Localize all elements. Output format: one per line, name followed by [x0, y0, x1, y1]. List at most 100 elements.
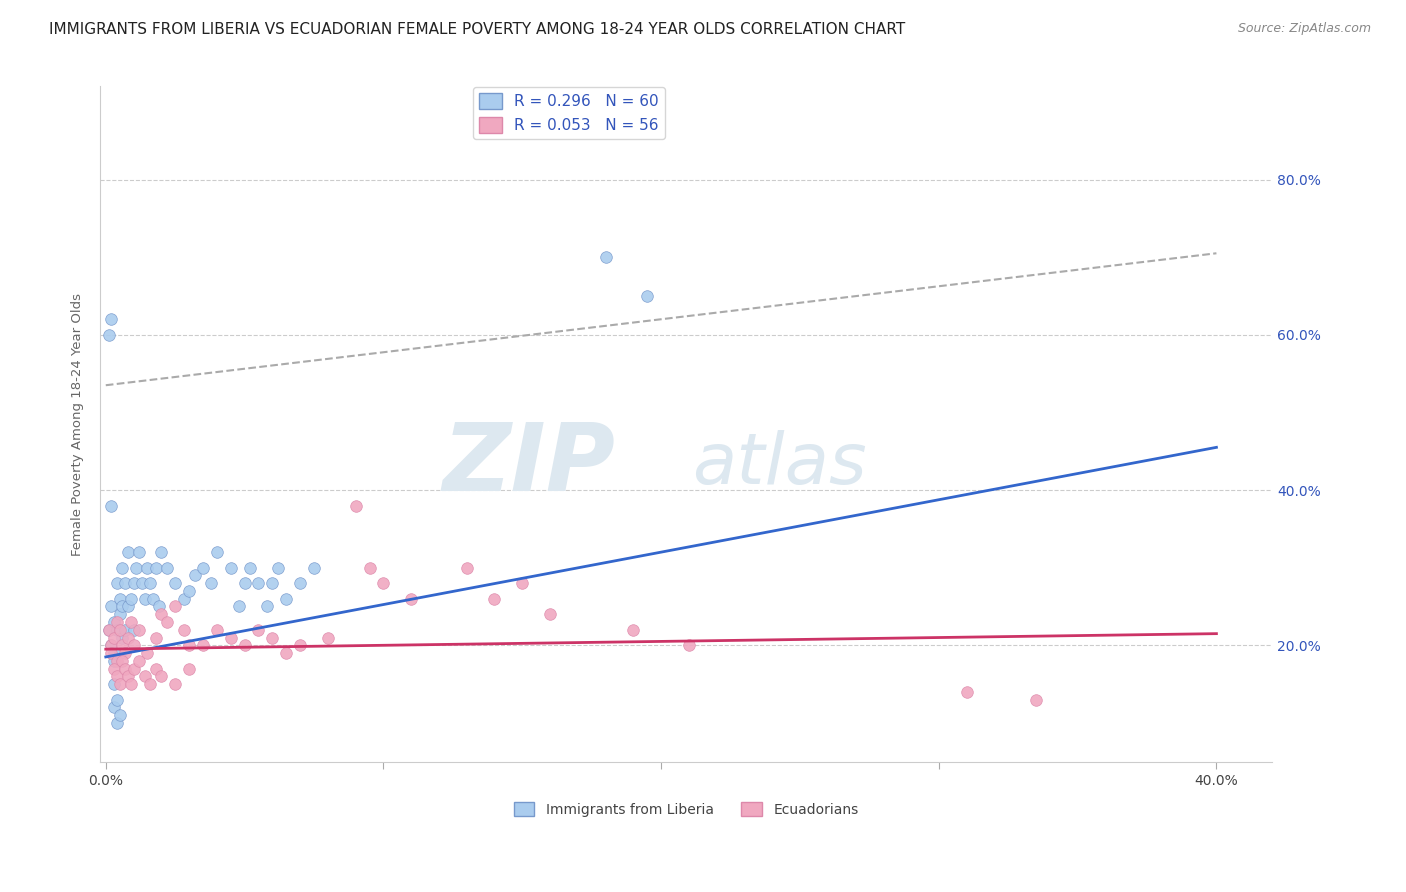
Point: [955, 685, 977, 699]
Point: [678, 638, 700, 652]
Point: [103, 662, 125, 676]
Point: [117, 599, 139, 614]
Point: [108, 591, 131, 606]
Point: [267, 560, 290, 574]
Point: [145, 560, 167, 574]
Point: [100, 599, 122, 614]
Point: [111, 599, 134, 614]
Point: [108, 708, 131, 723]
Point: [120, 615, 142, 629]
Point: [247, 576, 270, 591]
Point: [117, 545, 139, 559]
Point: [344, 499, 367, 513]
Point: [276, 646, 298, 660]
Point: [288, 576, 311, 591]
Point: [108, 677, 131, 691]
Text: ZIP: ZIP: [443, 418, 616, 510]
Point: [97, 623, 120, 637]
Point: [595, 250, 617, 264]
Point: [276, 591, 298, 606]
Point: [302, 560, 325, 574]
Point: [399, 591, 422, 606]
Y-axis label: Female Poverty Among 18-24 Year Olds: Female Poverty Among 18-24 Year Olds: [72, 293, 84, 556]
Point: [373, 576, 395, 591]
Point: [114, 646, 136, 660]
Point: [103, 677, 125, 691]
Point: [142, 591, 165, 606]
Point: [139, 576, 162, 591]
Point: [134, 591, 156, 606]
Point: [136, 560, 159, 574]
Point: [256, 599, 278, 614]
Point: [165, 576, 187, 591]
Point: [165, 599, 187, 614]
Point: [233, 576, 256, 591]
Point: [191, 638, 214, 652]
Point: [205, 623, 228, 637]
Point: [125, 560, 148, 574]
Point: [103, 700, 125, 714]
Point: [134, 669, 156, 683]
Text: Source: ZipAtlas.com: Source: ZipAtlas.com: [1237, 22, 1371, 36]
Point: [111, 654, 134, 668]
Point: [150, 545, 173, 559]
Point: [114, 576, 136, 591]
Point: [191, 560, 214, 574]
Point: [484, 591, 506, 606]
Point: [262, 631, 284, 645]
Point: [103, 615, 125, 629]
Point: [111, 560, 134, 574]
Point: [510, 576, 533, 591]
Point: [103, 631, 125, 645]
Point: [177, 584, 200, 599]
Point: [122, 662, 145, 676]
Point: [173, 623, 195, 637]
Point: [117, 669, 139, 683]
Point: [128, 654, 150, 668]
Legend: Immigrants from Liberia, Ecuadorians: Immigrants from Liberia, Ecuadorians: [508, 797, 865, 822]
Point: [111, 631, 134, 645]
Point: [621, 623, 644, 637]
Point: [136, 646, 159, 660]
Point: [200, 576, 222, 591]
Point: [156, 560, 179, 574]
Point: [139, 677, 162, 691]
Point: [117, 631, 139, 645]
Point: [100, 499, 122, 513]
Point: [105, 623, 128, 637]
Point: [145, 662, 167, 676]
Point: [150, 607, 173, 622]
Point: [359, 560, 381, 574]
Point: [173, 591, 195, 606]
Point: [156, 615, 179, 629]
Point: [100, 646, 122, 660]
Point: [114, 662, 136, 676]
Point: [108, 623, 131, 637]
Point: [636, 289, 658, 303]
Point: [100, 638, 122, 652]
Point: [108, 646, 131, 660]
Point: [122, 623, 145, 637]
Point: [122, 576, 145, 591]
Point: [97, 623, 120, 637]
Point: [103, 646, 125, 660]
Point: [288, 638, 311, 652]
Text: atlas: atlas: [693, 430, 868, 499]
Point: [239, 560, 262, 574]
Point: [247, 623, 270, 637]
Point: [316, 631, 339, 645]
Point: [233, 638, 256, 652]
Point: [262, 576, 284, 591]
Point: [150, 669, 173, 683]
Point: [145, 631, 167, 645]
Point: [114, 623, 136, 637]
Point: [219, 560, 242, 574]
Point: [105, 654, 128, 668]
Point: [120, 591, 142, 606]
Point: [177, 638, 200, 652]
Point: [177, 662, 200, 676]
Point: [183, 568, 205, 582]
Point: [128, 545, 150, 559]
Point: [219, 631, 242, 645]
Point: [122, 638, 145, 652]
